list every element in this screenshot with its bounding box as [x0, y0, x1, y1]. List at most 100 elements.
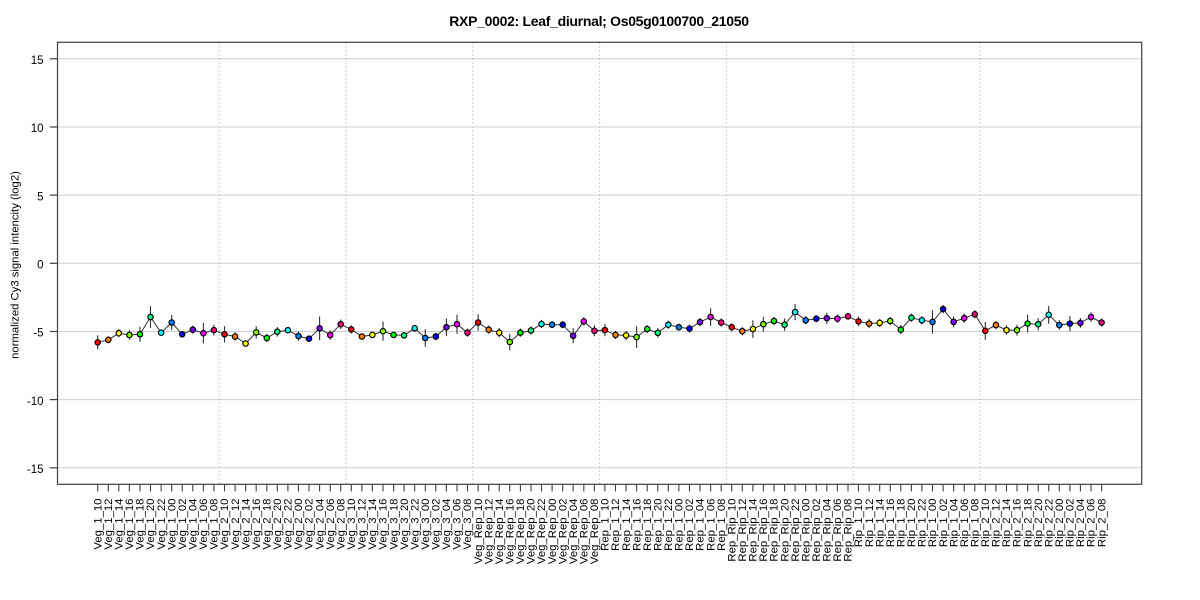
svg-text:Veg_2_12: Veg_2_12	[230, 499, 242, 550]
svg-text:Veg_2_20: Veg_2_20	[272, 499, 284, 550]
svg-text:Veg_3_00: Veg_3_00	[420, 499, 432, 550]
svg-text:Rep_Rip_02: Rep_Rip_02	[811, 499, 823, 562]
svg-text:normalized Cy3 signal intencit: normalized Cy3 signal intencity (log2)	[10, 171, 22, 359]
svg-text:Veg_Rep_12: Veg_Rep_12	[483, 499, 495, 565]
svg-text:Rip_2_20: Rip_2_20	[1033, 499, 1045, 548]
svg-text:Veg_Rep_04: Veg_Rep_04	[568, 499, 580, 565]
svg-text:Rip_2_08: Rip_2_08	[1096, 499, 1108, 548]
svg-text:Rip_1_04: Rip_1_04	[948, 499, 960, 548]
svg-text:Rip_1_08: Rip_1_08	[970, 499, 982, 548]
svg-text:Veg_1_14: Veg_1_14	[114, 499, 126, 550]
svg-text:Veg_2_02: Veg_2_02	[304, 499, 316, 550]
svg-text:Veg_3_22: Veg_3_22	[409, 499, 421, 550]
svg-text:Veg_2_04: Veg_2_04	[314, 499, 326, 550]
svg-text:Veg_3_20: Veg_3_20	[399, 499, 411, 550]
svg-text:15: 15	[31, 55, 44, 67]
svg-text:Veg_2_06: Veg_2_06	[325, 499, 337, 550]
svg-text:Rip_1_12: Rip_1_12	[864, 499, 876, 548]
svg-text:Rep_1_20: Rep_1_20	[653, 499, 665, 551]
svg-text:Veg_1_18: Veg_1_18	[135, 499, 147, 550]
svg-text:Rip_2_02: Rip_2_02	[1065, 499, 1077, 548]
svg-text:Rip_2_16: Rip_2_16	[1012, 499, 1024, 548]
svg-text:Veg_3_18: Veg_3_18	[388, 499, 400, 550]
svg-text:Rip_1_16: Rip_1_16	[885, 499, 897, 548]
svg-text:Veg_Rep_20: Veg_Rep_20	[526, 499, 538, 565]
svg-text:Veg_2_22: Veg_2_22	[283, 499, 295, 550]
svg-text:Rep_Rip_18: Rep_Rip_18	[769, 499, 781, 562]
svg-text:Veg_3_14: Veg_3_14	[367, 499, 379, 550]
svg-text:Rep_1_16: Rep_1_16	[631, 499, 643, 551]
svg-text:Veg_1_06: Veg_1_06	[198, 499, 210, 550]
svg-text:Veg_3_04: Veg_3_04	[441, 499, 453, 550]
svg-text:Rip_2_18: Rip_2_18	[1022, 499, 1034, 548]
svg-text:Rip_1_20: Rip_1_20	[906, 499, 918, 548]
svg-text:Veg_Rep_16: Veg_Rep_16	[505, 499, 517, 565]
svg-text:Rip_1_00: Rip_1_00	[927, 499, 939, 548]
svg-text:Rip_2_06: Rip_2_06	[1086, 499, 1098, 548]
svg-text:Veg_1_16: Veg_1_16	[124, 499, 136, 550]
svg-text:Veg_Rep_22: Veg_Rep_22	[536, 499, 548, 565]
svg-text:Veg_1_22: Veg_1_22	[156, 499, 168, 550]
svg-text:Veg_Rep_10: Veg_Rep_10	[473, 499, 485, 565]
svg-text:Rip_2_00: Rip_2_00	[1054, 499, 1066, 548]
svg-text:Rep_1_02: Rep_1_02	[684, 499, 696, 551]
svg-text:Veg_3_02: Veg_3_02	[431, 499, 443, 550]
svg-text:Rip_1_06: Rip_1_06	[959, 499, 971, 548]
svg-text:Rip_1_02: Rip_1_02	[938, 499, 950, 548]
svg-text:Rip_1_10: Rip_1_10	[853, 499, 865, 548]
svg-text:Veg_1_02: Veg_1_02	[177, 499, 189, 550]
svg-text:Rep_Rip_00: Rep_Rip_00	[800, 499, 812, 562]
svg-text:10: 10	[31, 123, 44, 135]
svg-text:Rep_1_18: Rep_1_18	[642, 499, 654, 551]
svg-text:-15: -15	[27, 464, 44, 476]
svg-text:Rep_Rip_10: Rep_Rip_10	[726, 499, 738, 562]
svg-text:Veg_Rep_06: Veg_Rep_06	[579, 499, 591, 565]
svg-text:Rip_2_22: Rip_2_22	[1043, 499, 1055, 548]
svg-text:Rep_Rip_14: Rep_Rip_14	[748, 499, 760, 562]
svg-text:5: 5	[37, 191, 43, 203]
svg-text:Rep_1_12: Rep_1_12	[610, 499, 622, 551]
svg-text:0: 0	[37, 260, 43, 272]
svg-text:Rep_1_08: Rep_1_08	[716, 499, 728, 551]
svg-text:Veg_2_10: Veg_2_10	[219, 499, 231, 550]
svg-text:Rip_2_04: Rip_2_04	[1075, 499, 1087, 548]
svg-text:Rep_Rip_04: Rep_Rip_04	[822, 499, 834, 562]
svg-text:Rep_Rip_22: Rep_Rip_22	[790, 499, 802, 562]
svg-text:Rep_Rip_16: Rep_Rip_16	[758, 499, 770, 562]
svg-text:Rip_1_14: Rip_1_14	[874, 499, 886, 548]
svg-text:Veg_1_08: Veg_1_08	[209, 499, 221, 550]
svg-text:Rip_2_12: Rip_2_12	[991, 499, 1003, 548]
svg-text:Veg_1_10: Veg_1_10	[92, 499, 104, 550]
svg-text:Veg_1_00: Veg_1_00	[166, 499, 178, 550]
svg-text:Rep_Rip_12: Rep_Rip_12	[737, 499, 749, 562]
svg-text:Veg_3_16: Veg_3_16	[378, 499, 390, 550]
svg-text:Veg_3_08: Veg_3_08	[462, 499, 474, 550]
svg-text:-5: -5	[33, 328, 43, 340]
svg-text:Veg_2_14: Veg_2_14	[240, 499, 252, 550]
svg-text:Rep_1_04: Rep_1_04	[695, 499, 707, 551]
svg-text:Veg_Rep_14: Veg_Rep_14	[494, 499, 506, 565]
svg-text:Veg_3_12: Veg_3_12	[357, 499, 369, 550]
svg-text:Rep_1_10: Rep_1_10	[600, 499, 612, 551]
svg-text:Rip_1_18: Rip_1_18	[896, 499, 908, 548]
svg-text:Veg_2_18: Veg_2_18	[262, 499, 274, 550]
svg-text:Veg_3_06: Veg_3_06	[452, 499, 464, 550]
svg-text:Rep_Rip_08: Rep_Rip_08	[843, 499, 855, 562]
svg-text:Veg_3_10: Veg_3_10	[346, 499, 358, 550]
svg-text:Veg_2_08: Veg_2_08	[335, 499, 347, 550]
svg-text:Rep_1_14: Rep_1_14	[621, 499, 633, 551]
svg-text:Veg_Rep_18: Veg_Rep_18	[515, 499, 527, 565]
svg-text:Veg_1_20: Veg_1_20	[145, 499, 157, 550]
svg-text:Veg_2_16: Veg_2_16	[251, 499, 263, 550]
svg-text:-10: -10	[27, 396, 44, 408]
svg-text:Rip_2_14: Rip_2_14	[1001, 499, 1013, 548]
svg-text:Rep_Rip_20: Rep_Rip_20	[779, 499, 791, 562]
svg-text:Rep_1_00: Rep_1_00	[674, 499, 686, 551]
svg-text:Rep_1_06: Rep_1_06	[705, 499, 717, 551]
svg-text:Veg_Rep_00: Veg_Rep_00	[547, 499, 559, 565]
svg-text:Rep_1_22: Rep_1_22	[663, 499, 675, 551]
svg-text:Rip_1_22: Rip_1_22	[917, 499, 929, 548]
svg-text:Veg_1_04: Veg_1_04	[188, 499, 200, 550]
svg-text:Rip_2_10: Rip_2_10	[980, 499, 992, 548]
svg-text:Veg_2_00: Veg_2_00	[293, 499, 305, 550]
